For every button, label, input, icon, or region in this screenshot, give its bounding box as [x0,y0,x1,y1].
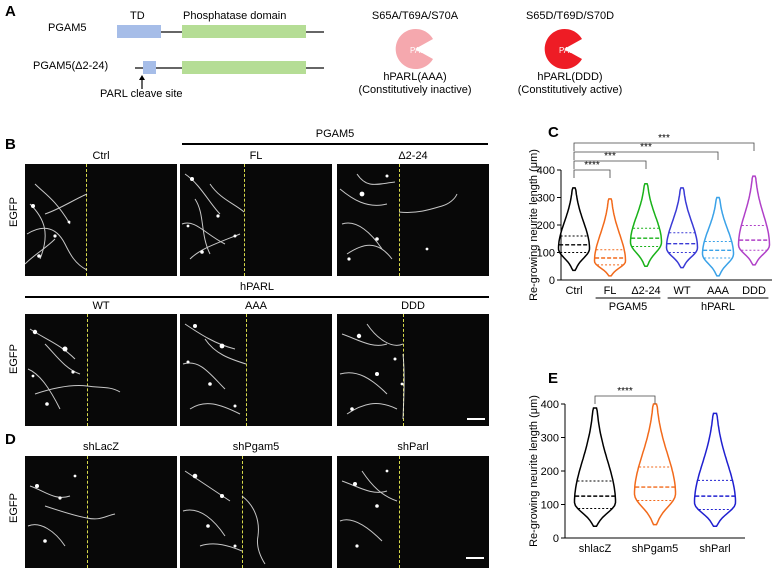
cleave-site-label: PARL cleave site [100,88,183,100]
micrograph-shlacz [25,456,177,568]
hparl-aaa-name: hPARL(AAA) [383,71,447,83]
parl-aaa-pacman-icon: PARL [395,29,433,70]
violin-Ctrl [557,187,591,272]
col-label-wt: WT [92,300,110,312]
significance-bracket [573,151,719,160]
panel-letter-c: C [548,124,559,141]
col-label-shlacz: shLacZ [82,441,120,453]
significance-bracket [573,160,647,169]
hparl-group-label: hPARL [239,281,275,293]
micrograph-wt [25,314,177,426]
x-tick-label: DDD [742,285,766,297]
col-label-ctrl: Ctrl [92,150,110,162]
violin-DDD [737,175,771,266]
x-tick-label: shParl [699,543,730,555]
micrograph-fl [180,164,332,276]
violin-shParl [693,412,737,528]
violin-FL [593,198,627,277]
col-label-shparl: shParl [397,441,429,453]
hparl-group-line [25,296,489,298]
significance-label: *** [640,142,652,153]
violin-WT [665,187,699,269]
significance-bracket [594,395,656,404]
x-tick-label: AAA [707,285,730,297]
y-tick-label: 100 [537,248,555,260]
significance-label: *** [658,133,670,144]
violin-shlacZ [573,407,617,528]
micrograph-ddd [337,314,489,426]
micrograph-shpgam5 [180,456,332,568]
hparl-ddd-name: hPARL(DDD) [537,71,603,83]
col-label-shpgam5: shPgam5 [232,441,280,453]
y-tick-label: 300 [541,433,559,445]
micrograph-aaa [180,314,332,426]
x-tick-label: Δ2-24 [631,285,660,297]
violin-Δ2-24 [629,183,663,268]
parl-aaa-text: PARL [410,46,431,55]
td-remnant-box [143,61,156,74]
cleave-arrow-icon [139,75,145,89]
x-tick-label: shPgam5 [632,543,678,555]
significance-bracket [573,142,755,151]
pgam5-delta-construct-label: PGAM5(Δ2-24) [33,60,109,72]
x-tick-label: shlacZ [579,543,612,555]
violin-shPgam5 [633,403,677,526]
y-tick-label: 200 [537,220,555,232]
x-tick-label: WT [673,285,690,297]
micrograph-delta [337,164,489,276]
y-tick-label: 0 [549,275,555,287]
panel-letter-e: E [548,370,559,387]
pgam5-group-line [182,143,488,145]
scale-bar-d [466,557,484,559]
significance-label: **** [584,160,600,171]
col-label-aaa: AAA [244,300,267,312]
y-tick-label: 200 [541,466,559,478]
phosphatase-domain-box [182,25,306,38]
ddd-mutation-label: S65D/T69D/S70D [525,10,615,22]
col-label-delta: Δ2-24 [398,150,428,162]
violin-AAA [701,196,735,277]
hparl-aaa-desc: (Constitutively inactive) [358,84,472,96]
pgam5-group-label: PGAM5 [315,128,355,140]
col-label-ddd: DDD [401,300,425,312]
y-tick-label: 400 [537,165,555,177]
significance-label: *** [604,151,616,162]
panel-letter-a: A [5,3,16,20]
hparl-ddd-desc: (Constitutively active) [517,84,623,96]
y-axis-label: Re-growing neurite length (μm) [528,149,540,301]
egfp-label-b1: EGFP [8,197,20,227]
micrograph-shparl [337,456,489,568]
panel-letter-b: B [5,136,16,153]
phosphatase-domain-box-2 [182,61,306,74]
x-tick-label: Ctrl [565,285,582,297]
y-tick-label: 400 [541,399,559,411]
y-axis-label: Re-growing neurite length (μm) [528,395,540,547]
group-label: PGAM5 [609,301,648,312]
parl-ddd-pacman-icon: PARL [544,29,582,70]
x-tick-label: FL [604,285,617,297]
group-label: hPARL [701,301,735,312]
col-label-fl: FL [249,150,263,162]
scale-bar-b [467,418,485,420]
significance-label: **** [617,386,633,397]
aaa-mutation-label: S65A/T69A/S70A [371,10,459,22]
td-label: TD [130,10,145,22]
y-tick-label: 0 [553,533,559,545]
micrograph-ctrl [25,164,177,276]
td-domain-box [117,25,161,38]
pgam5-construct-label: PGAM5 [48,22,87,34]
significance-bracket [573,169,611,178]
y-tick-label: 300 [537,193,555,205]
panel-letter-d: D [5,431,16,448]
parl-ddd-text: PARL [559,46,580,55]
egfp-label-b2: EGFP [8,344,20,374]
phosphatase-domain-label: Phosphatase domain [183,10,287,22]
y-tick-label: 100 [541,500,559,512]
egfp-label-d: EGFP [8,493,20,523]
